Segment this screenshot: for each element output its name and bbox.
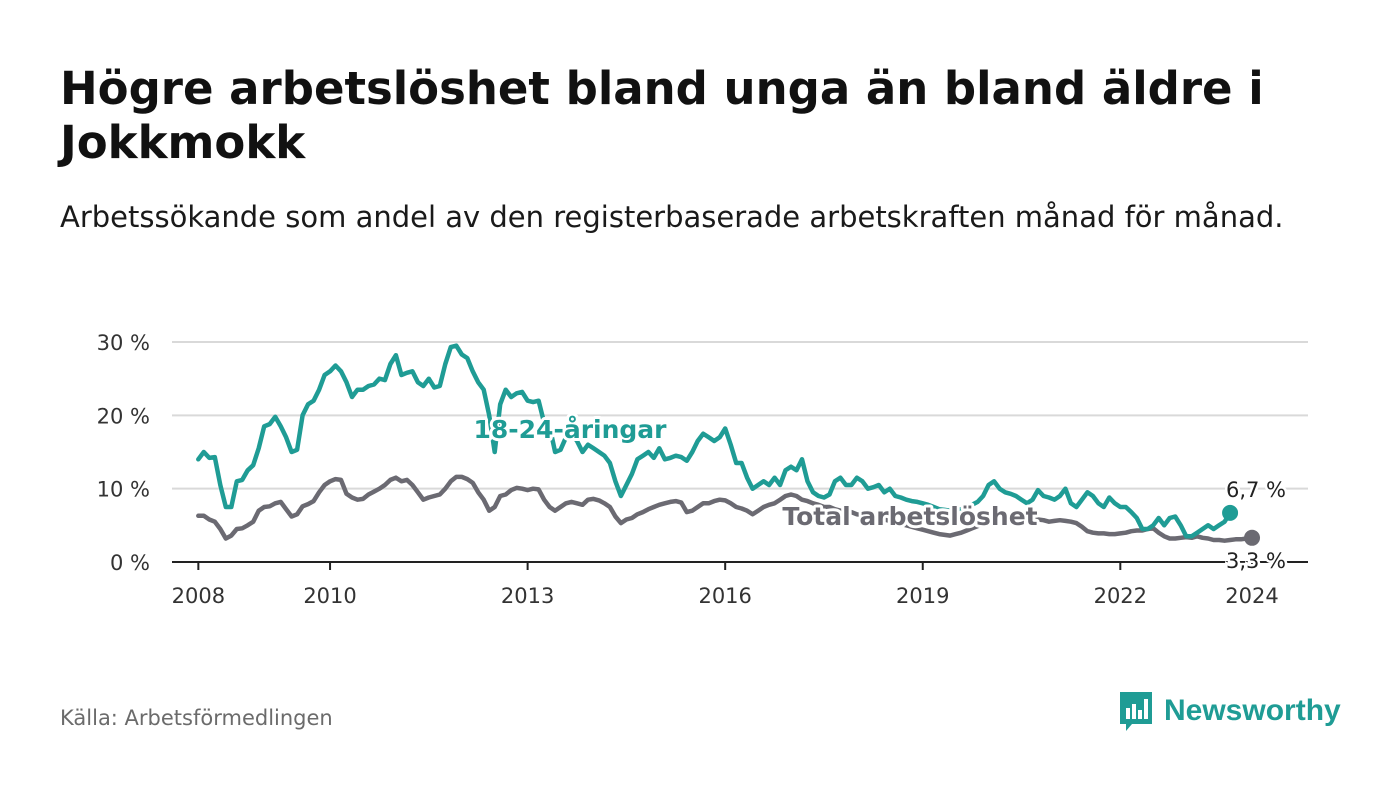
total-end-value: 3,3 % <box>1226 549 1286 573</box>
youth-end-point <box>1222 504 1239 521</box>
x-tick-label: 2022 <box>1094 584 1147 608</box>
youth-end-value: 6,7 % <box>1226 478 1286 502</box>
chart-subtitle: Arbetssökande som andel av den registerb… <box>60 200 1284 234</box>
source-note: Källa: Arbetsförmedlingen <box>60 706 333 730</box>
chart-title: Högre arbetslöshet bland unga än bland ä… <box>60 62 1264 169</box>
brand-logo[interactable]: Newsworthy <box>1118 690 1341 732</box>
total-end-point <box>1244 529 1261 546</box>
total-series-label: Total arbetslöshet <box>782 502 1037 531</box>
y-tick-label: 30 % <box>97 331 150 355</box>
y-tick-label: 10 % <box>97 478 150 502</box>
youth-series-label: 18-24-åringar <box>474 415 668 444</box>
y-tick-label: 0 % <box>110 551 150 575</box>
x-tick-label: 2013 <box>501 584 554 608</box>
youth-series-line <box>196 343 1233 539</box>
total-series-line <box>196 474 1255 543</box>
line-chart: 0 % 10 % 20 % 30 % 2008 2010 2013 2016 2019 2022 2… <box>97 331 1308 608</box>
newsworthy-logo-icon <box>1120 692 1152 731</box>
x-tick-label: 2019 <box>896 584 949 608</box>
y-tick-label: 20 % <box>97 404 150 428</box>
x-tick-label: 2016 <box>698 584 751 608</box>
x-tick-label: 2008 <box>172 584 225 608</box>
brand-name: Newsworthy <box>1164 694 1341 727</box>
x-tick-label: 2024 <box>1225 584 1278 608</box>
x-tick-label: 2010 <box>303 584 356 608</box>
